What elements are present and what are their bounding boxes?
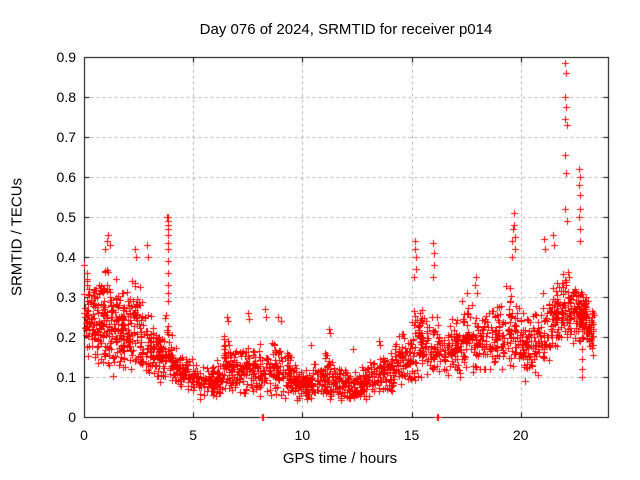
y-tick-label: 0.5 [56, 209, 76, 225]
x-axis-label: GPS time / hours [282, 450, 398, 467]
y-tick-label: 0.9 [56, 49, 76, 65]
y-tick-label: 0.6 [56, 169, 76, 185]
y-tick-label: 0.3 [56, 289, 76, 305]
y-axis-label: SRMTID / TECUs [8, 177, 26, 297]
x-tick-label: 0 [80, 427, 88, 443]
chart-title: Day 076 of 2024, SRMTID for receiver p01… [199, 21, 493, 38]
y-tick-label: 0.4 [56, 249, 76, 265]
y-tick-label: 0.1 [56, 369, 76, 385]
x-tick-label: 15 [403, 427, 420, 443]
y-tick-label: 0 [68, 409, 76, 425]
x-tick-label: 10 [294, 427, 311, 443]
x-tick-label: 20 [512, 427, 529, 443]
y-tick-label: 0.8 [56, 89, 76, 105]
y-tick-label: 0.2 [56, 329, 76, 345]
x-tick-label: 5 [189, 427, 198, 443]
y-tick-label: 0.7 [56, 129, 76, 145]
